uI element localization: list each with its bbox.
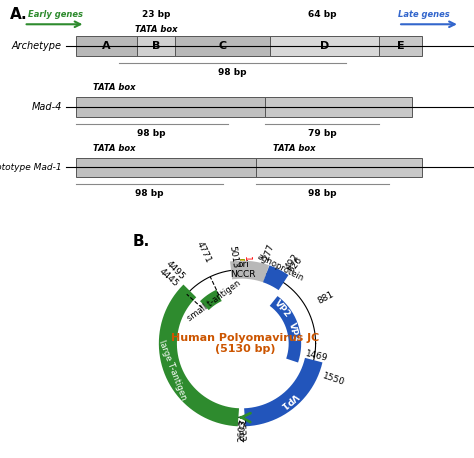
Text: small t-antigen: small t-antigen <box>186 278 243 322</box>
Text: TATA box: TATA box <box>273 144 315 153</box>
Text: 2603: 2603 <box>237 419 247 442</box>
FancyBboxPatch shape <box>379 37 422 56</box>
Text: 1469: 1469 <box>304 349 328 363</box>
Text: VP1: VP1 <box>278 391 300 410</box>
Text: Mad-4: Mad-4 <box>31 102 62 112</box>
Text: TATA box: TATA box <box>135 25 178 34</box>
Text: 277: 277 <box>262 242 276 261</box>
FancyBboxPatch shape <box>137 37 175 56</box>
Text: A: A <box>102 41 111 51</box>
FancyBboxPatch shape <box>175 37 270 56</box>
Text: large T-antigen: large T-antigen <box>157 338 188 401</box>
FancyBboxPatch shape <box>256 158 422 177</box>
Text: 4495: 4495 <box>164 259 187 282</box>
FancyBboxPatch shape <box>270 37 379 56</box>
Text: 5013: 5013 <box>228 245 240 269</box>
FancyBboxPatch shape <box>265 97 412 116</box>
Text: VP3: VP3 <box>287 321 300 342</box>
Text: Late genes: Late genes <box>398 11 450 19</box>
Text: NCCR: NCCR <box>230 271 256 279</box>
Text: 1: 1 <box>242 256 251 262</box>
Text: TATA box: TATA box <box>92 83 135 92</box>
Text: E: E <box>397 41 404 51</box>
Text: 79 bp: 79 bp <box>308 129 337 138</box>
FancyBboxPatch shape <box>76 97 265 116</box>
Text: 881: 881 <box>317 290 336 306</box>
Text: VP2: VP2 <box>272 298 292 319</box>
Text: C: C <box>219 41 227 51</box>
Text: B: B <box>152 41 161 51</box>
Text: agnoprotein: agnoprotein <box>255 252 305 284</box>
Text: (5130 bp): (5130 bp) <box>215 344 276 354</box>
Text: 64 bp: 64 bp <box>308 11 337 19</box>
Text: 4771: 4771 <box>195 240 213 265</box>
Text: 526: 526 <box>287 255 304 274</box>
Text: 4445: 4445 <box>157 267 180 289</box>
Text: 23 bp: 23 bp <box>142 11 171 19</box>
FancyBboxPatch shape <box>76 158 256 177</box>
Text: 2533: 2533 <box>236 419 246 442</box>
FancyBboxPatch shape <box>76 37 137 56</box>
Text: TATA box: TATA box <box>92 144 135 153</box>
Text: 492: 492 <box>283 252 301 272</box>
Text: Prototype Mad-1: Prototype Mad-1 <box>0 163 62 172</box>
Text: B.: B. <box>132 234 150 249</box>
Text: 98 bp: 98 bp <box>135 189 164 198</box>
Text: Early genes: Early genes <box>28 11 83 19</box>
Text: 98 bp: 98 bp <box>308 189 337 198</box>
Text: D: D <box>320 41 329 51</box>
FancyBboxPatch shape <box>240 259 244 268</box>
Text: A.: A. <box>9 7 27 22</box>
Text: 1550: 1550 <box>321 371 346 387</box>
Text: 98 bp: 98 bp <box>218 68 246 77</box>
Text: 98 bp: 98 bp <box>137 129 166 138</box>
Text: ori: ori <box>237 260 249 269</box>
Text: Human Polyomavirus JC: Human Polyomavirus JC <box>171 333 319 343</box>
Text: Archetype: Archetype <box>12 41 62 51</box>
